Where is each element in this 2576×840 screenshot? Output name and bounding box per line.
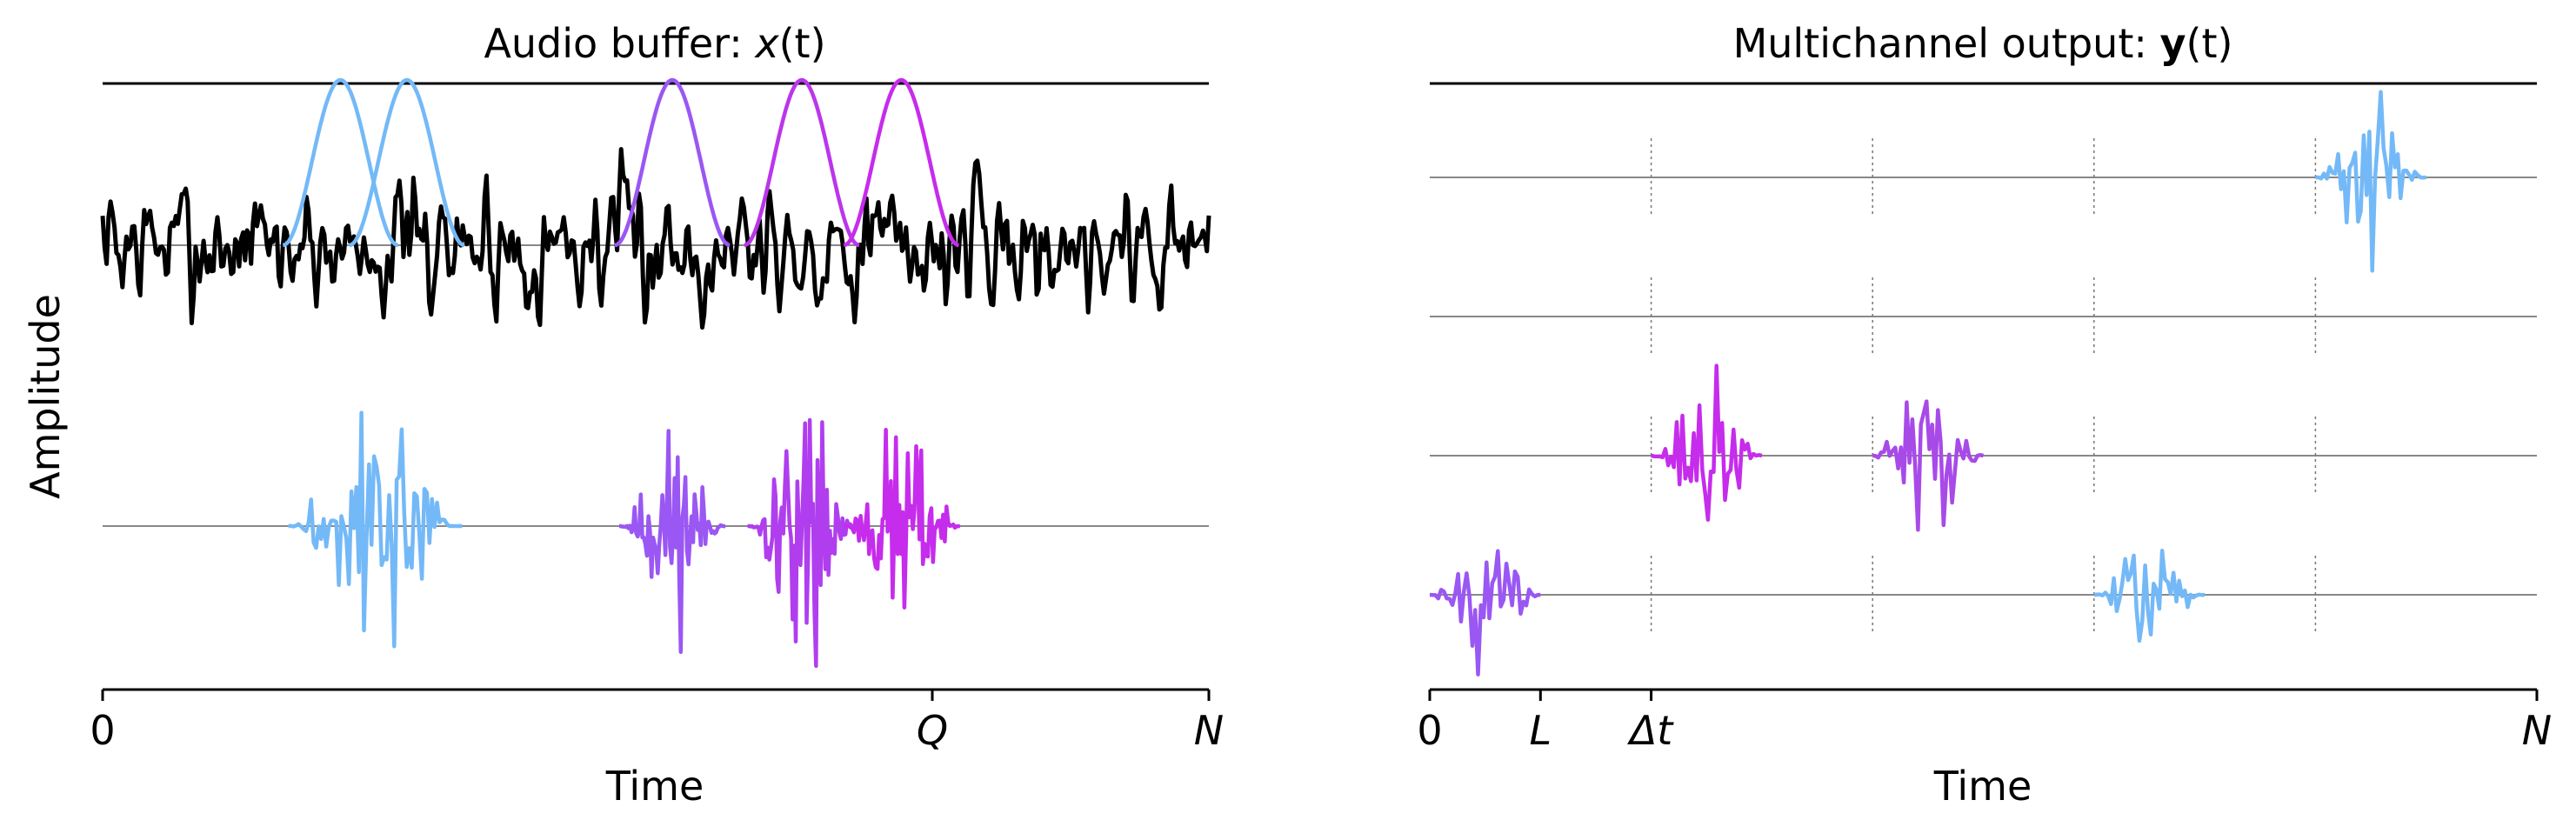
right-grain-2 <box>1651 363 1763 522</box>
right-plot-area <box>1429 90 2537 677</box>
right-tick-label: Δt <box>1627 707 1674 754</box>
left-y-label: Amplitude <box>22 294 69 499</box>
right-grain-3 <box>1872 399 1984 532</box>
left-x-ticks: 0 Q N <box>90 690 1224 754</box>
left-grain-4 <box>843 427 961 610</box>
window-envelope-2 <box>349 77 465 248</box>
window-envelope-3 <box>614 77 731 248</box>
window-envelope-5 <box>843 77 959 248</box>
right-x-ticks: 0 L Δt N <box>1417 690 2552 754</box>
window-envelope-4 <box>744 77 860 248</box>
window-envelope-1 <box>282 77 399 248</box>
left-panel: Audio buffer: x(t) 0 Q N Time Amplitude <box>22 20 1224 810</box>
left-x-label: Time <box>605 763 704 810</box>
left-plot-area <box>100 77 1211 669</box>
left-tick-label: 0 <box>90 707 115 754</box>
right-x-label: Time <box>1933 763 2032 810</box>
left-grain-3 <box>747 417 856 669</box>
right-tick-label: L <box>1529 707 1552 754</box>
right-tick-label: N <box>2522 707 2552 754</box>
right-tick-label: 0 <box>1417 707 1442 754</box>
left-tick-label: N <box>1194 707 1224 754</box>
left-title: Audio buffer: x(t) <box>484 20 825 67</box>
left-tick-label: Q <box>917 707 948 754</box>
right-grain-1 <box>2315 90 2426 273</box>
right-title: Multichannel output: y(t) <box>1733 20 2233 67</box>
right-grain-5 <box>2093 549 2206 643</box>
right-grain-4 <box>1429 549 1541 677</box>
right-panel: Multichannel output: y(t) 0 L Δt N Time <box>1417 20 2552 810</box>
buffer-series <box>100 147 1211 330</box>
left-grain-2 <box>618 429 726 654</box>
left-grain-1 <box>288 410 463 649</box>
